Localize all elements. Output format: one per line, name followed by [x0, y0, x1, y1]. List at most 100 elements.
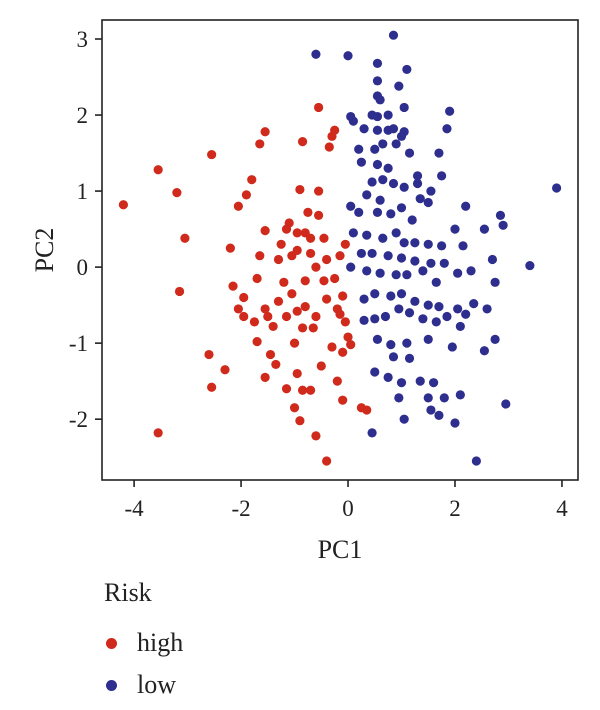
point-low	[461, 201, 471, 211]
point-high	[260, 372, 270, 382]
point-low	[370, 367, 380, 377]
legend-swatch-high	[106, 637, 117, 649]
point-low	[348, 228, 358, 238]
point-high	[172, 187, 182, 198]
point-high	[335, 251, 345, 261]
point-high	[241, 190, 252, 200]
point-low	[482, 304, 492, 314]
point-low	[434, 148, 444, 158]
point-high	[249, 317, 260, 327]
point-low	[396, 378, 407, 388]
point-high	[311, 262, 321, 272]
point-high	[284, 218, 294, 228]
point-low	[370, 289, 380, 299]
point-low	[552, 183, 562, 193]
point-low	[404, 353, 415, 363]
point-high	[265, 349, 276, 360]
point-high	[263, 311, 273, 322]
point-low	[375, 95, 385, 105]
point-low	[375, 195, 385, 205]
point-low	[495, 210, 506, 221]
point-high	[153, 165, 163, 175]
point-high	[292, 228, 302, 238]
axes	[101, 19, 579, 481]
point-low	[399, 102, 409, 113]
point-low	[479, 224, 490, 234]
point-low	[423, 393, 433, 403]
point-low	[391, 270, 401, 280]
point-low	[356, 248, 366, 259]
point-high	[153, 428, 163, 438]
point-high	[311, 431, 321, 441]
point-low	[396, 131, 407, 141]
point-low	[442, 311, 452, 322]
point-low	[415, 376, 425, 386]
point-low	[445, 106, 455, 116]
point-low	[399, 414, 409, 424]
x-tick-label: 0	[342, 496, 354, 521]
point-low	[461, 309, 471, 319]
point-high	[239, 311, 249, 322]
point-low	[388, 30, 399, 40]
x-axis-title: PC1	[318, 535, 363, 564]
point-low	[383, 110, 393, 120]
point-high	[252, 337, 262, 347]
point-low	[388, 352, 399, 362]
point-high	[340, 239, 350, 249]
point-low	[378, 139, 388, 149]
point-low	[356, 157, 366, 167]
y-axis-title: PC2	[30, 228, 59, 273]
ticks: -4 -2 0 2 4 -2 -1 0 1 2 3	[69, 27, 568, 521]
point-low	[410, 296, 420, 306]
point-high	[228, 281, 238, 291]
legend-title: Risk	[104, 578, 152, 607]
point-low	[380, 311, 391, 322]
point-high	[204, 349, 214, 360]
point-high	[255, 139, 265, 149]
point-high	[319, 276, 329, 286]
point-high	[322, 254, 332, 265]
point-low	[375, 268, 385, 278]
point-low	[383, 372, 393, 382]
point-low	[447, 342, 457, 352]
data-points	[118, 30, 562, 466]
point-high	[303, 207, 313, 217]
point-high	[260, 226, 270, 236]
point-low	[404, 148, 415, 158]
point-high	[295, 184, 305, 195]
point-high	[174, 286, 185, 297]
point-low	[354, 207, 364, 217]
point-high	[338, 347, 348, 357]
point-high	[322, 294, 332, 304]
point-low	[458, 241, 468, 251]
point-high	[327, 342, 337, 352]
point-low	[388, 178, 399, 189]
point-high	[314, 186, 324, 196]
point-high	[346, 340, 356, 350]
point-high	[220, 365, 230, 375]
point-low	[394, 304, 404, 314]
y-tick-label: 3	[77, 27, 89, 52]
point-low	[434, 410, 444, 420]
point-low	[402, 64, 412, 75]
point-low	[453, 268, 463, 278]
point-low	[383, 251, 393, 261]
point-high	[260, 127, 270, 137]
point-high	[297, 385, 308, 395]
point-high	[276, 239, 286, 249]
point-low	[402, 338, 412, 348]
point-low	[498, 220, 508, 230]
point-low	[359, 315, 369, 325]
point-low	[354, 144, 364, 154]
point-high	[287, 289, 297, 299]
point-low	[437, 171, 447, 181]
point-high	[319, 233, 329, 243]
point-low	[428, 378, 439, 388]
point-high	[252, 273, 262, 284]
point-high	[180, 233, 190, 243]
point-low	[372, 159, 383, 170]
series-low	[311, 30, 562, 466]
point-low	[437, 241, 447, 251]
x-tick-label: 2	[449, 496, 461, 521]
point-low	[525, 260, 535, 271]
